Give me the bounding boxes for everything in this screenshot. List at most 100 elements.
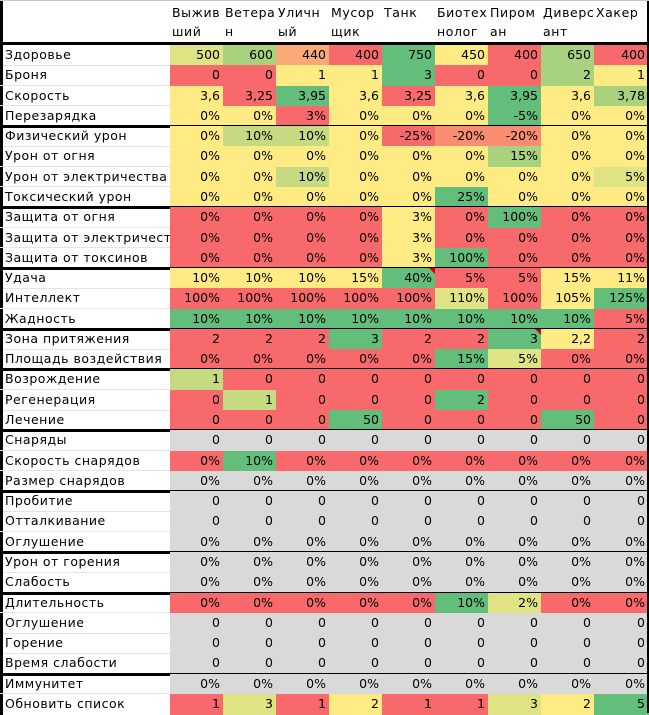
data-cell[interactable]: 0	[223, 491, 276, 513]
row-label[interactable]: Защита от токсинов	[0, 247, 170, 269]
data-cell[interactable]: 0	[435, 511, 488, 533]
data-cell[interactable]: 750	[382, 45, 435, 66]
data-cell[interactable]: 2,2	[541, 328, 594, 350]
data-cell[interactable]: 100%	[488, 288, 541, 310]
data-cell[interactable]: 0	[541, 430, 594, 452]
data-cell[interactable]: 1	[594, 65, 649, 87]
row-label[interactable]: Оглушение	[0, 612, 170, 634]
data-cell[interactable]: 10%	[435, 592, 488, 614]
row-label[interactable]: Пробитие	[0, 491, 170, 513]
header-corner-cell[interactable]	[0, 1, 168, 43]
data-cell[interactable]: 0%	[382, 146, 435, 168]
data-cell[interactable]: 125%	[594, 288, 649, 310]
row-label[interactable]: Урон от электричества	[0, 166, 170, 188]
data-cell[interactable]: -5%	[488, 105, 541, 127]
data-cell[interactable]: 2	[541, 693, 594, 715]
data-cell[interactable]: 0	[223, 65, 276, 87]
row-label[interactable]: Возрождение	[0, 369, 170, 391]
data-cell[interactable]: 0%	[276, 146, 329, 168]
data-cell[interactable]: 0%	[435, 146, 488, 168]
data-cell[interactable]: 0	[170, 430, 223, 452]
data-cell[interactable]: 1	[170, 693, 223, 715]
row-label[interactable]: Урон от огня	[0, 146, 170, 168]
data-cell[interactable]: 0%	[541, 531, 594, 553]
data-cell[interactable]: 3	[488, 693, 541, 715]
data-cell[interactable]: 10%	[223, 268, 276, 290]
data-cell[interactable]: 0%	[170, 349, 223, 371]
data-cell[interactable]: 0%	[488, 572, 541, 594]
data-cell[interactable]: 0	[329, 389, 382, 411]
row-label[interactable]: Урон от горения	[0, 552, 170, 573]
data-cell[interactable]: 0%	[541, 186, 594, 208]
data-cell[interactable]: 0	[594, 653, 649, 675]
data-cell[interactable]: 0%	[276, 186, 329, 208]
data-cell[interactable]: 0%	[594, 450, 649, 472]
data-cell[interactable]: 2	[435, 328, 488, 350]
data-cell[interactable]: 0%	[488, 166, 541, 188]
data-cell[interactable]: 0%	[170, 146, 223, 168]
data-cell[interactable]: 3,78	[594, 85, 649, 107]
data-cell[interactable]: 0%	[594, 349, 649, 371]
data-cell[interactable]: 3,6	[435, 85, 488, 107]
data-cell[interactable]: 0%	[382, 673, 435, 695]
data-cell[interactable]: 0%	[382, 349, 435, 371]
data-cell[interactable]: 2	[329, 693, 382, 715]
data-cell[interactable]: 0	[488, 65, 541, 87]
data-cell[interactable]: 1	[276, 65, 329, 87]
data-cell[interactable]: 0	[382, 653, 435, 675]
row-label[interactable]: Броня	[0, 65, 170, 87]
data-cell[interactable]: 0%	[170, 531, 223, 553]
data-cell[interactable]: 3%	[382, 227, 435, 249]
data-cell[interactable]: 0%	[329, 227, 382, 249]
data-cell[interactable]: 50	[329, 410, 382, 432]
data-cell[interactable]: 0%	[435, 531, 488, 553]
data-cell[interactable]: 0	[435, 491, 488, 513]
data-cell[interactable]: 0	[170, 612, 223, 634]
data-cell[interactable]: 100%	[170, 288, 223, 310]
data-cell[interactable]: 0	[170, 511, 223, 533]
data-cell[interactable]: 2%	[488, 592, 541, 614]
data-cell[interactable]: 0	[488, 511, 541, 533]
data-cell[interactable]: 10%	[276, 308, 329, 330]
data-cell[interactable]: 0	[594, 430, 649, 452]
data-cell[interactable]: 100%	[329, 288, 382, 310]
row-label[interactable]: Размер снарядов	[0, 470, 170, 492]
data-cell[interactable]: 600	[223, 45, 276, 66]
data-cell[interactable]: 0	[223, 430, 276, 452]
data-cell[interactable]: 3%	[276, 105, 329, 127]
data-cell[interactable]: 0%	[223, 227, 276, 249]
data-cell[interactable]: 0	[594, 369, 649, 391]
data-cell[interactable]: 0%	[488, 552, 541, 573]
data-cell[interactable]: 15%	[488, 146, 541, 168]
data-cell[interactable]: 100%	[382, 288, 435, 310]
data-cell[interactable]: 3,25	[223, 85, 276, 107]
data-cell[interactable]: 0	[488, 430, 541, 452]
data-cell[interactable]: 0%	[435, 227, 488, 249]
row-label[interactable]: Физический урон	[0, 126, 170, 148]
row-label[interactable]: Удача	[0, 268, 170, 290]
data-cell[interactable]: 0	[594, 612, 649, 634]
data-cell[interactable]: 10%	[435, 308, 488, 330]
data-cell[interactable]: 0%	[382, 470, 435, 492]
data-cell[interactable]: 110%	[435, 288, 488, 310]
data-cell[interactable]: 0%	[382, 592, 435, 614]
data-cell[interactable]: 0%	[435, 166, 488, 188]
data-cell[interactable]: 0	[435, 65, 488, 87]
data-cell[interactable]: 0	[223, 369, 276, 391]
data-cell[interactable]: 2	[594, 328, 649, 350]
data-cell[interactable]: 5%	[594, 166, 649, 188]
data-cell[interactable]: 0%	[435, 572, 488, 594]
data-cell[interactable]: 0%	[276, 531, 329, 553]
data-cell[interactable]: 0%	[329, 470, 382, 492]
data-cell[interactable]: 0%	[170, 673, 223, 695]
data-cell[interactable]: 440	[276, 45, 329, 66]
data-cell[interactable]: 0	[594, 491, 649, 513]
column-header[interactable]: Выжив ший	[172, 5, 221, 39]
data-cell[interactable]: 400	[329, 45, 382, 66]
data-cell[interactable]: 0	[594, 633, 649, 655]
data-cell[interactable]: 1	[170, 369, 223, 391]
data-cell[interactable]: 0%	[329, 126, 382, 148]
data-cell[interactable]: 3,6	[329, 85, 382, 107]
data-cell[interactable]: 10%	[223, 450, 276, 472]
data-cell[interactable]: 0%	[170, 247, 223, 269]
